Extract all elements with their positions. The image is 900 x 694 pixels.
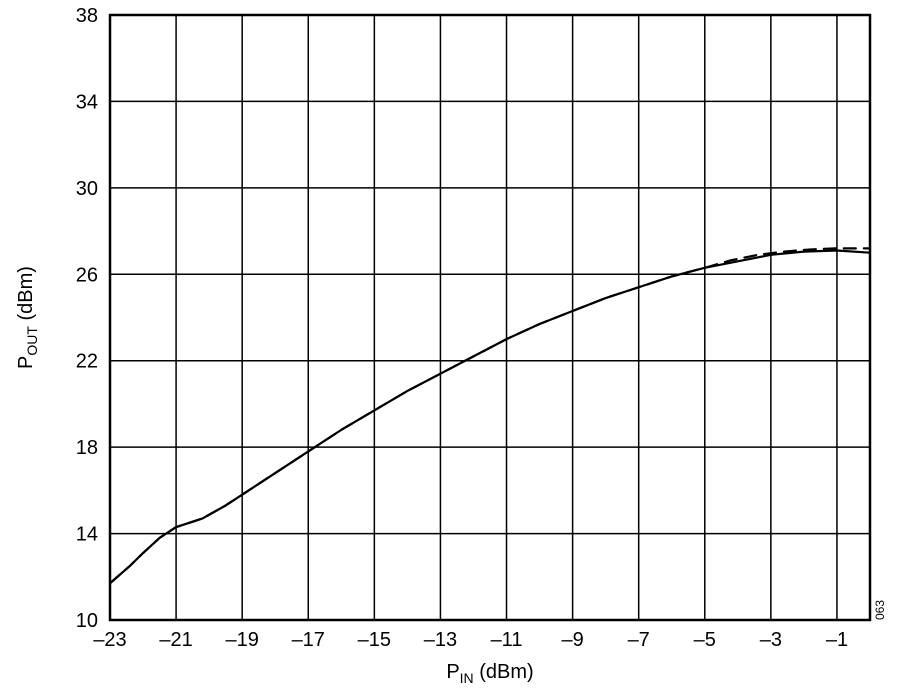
x-tick-label: –23 [93, 629, 126, 651]
x-tick-label: –11 [491, 629, 523, 651]
y-tick-label: 26 [76, 264, 98, 286]
x-tick-label: –5 [694, 629, 716, 651]
x-tick-label: –1 [826, 629, 848, 651]
y-tick-label: 22 [76, 351, 98, 373]
y-tick-label: 18 [76, 437, 98, 459]
y-tick-label: 10 [76, 610, 98, 632]
x-tick-label: –19 [225, 629, 258, 651]
x-tick-label: –15 [358, 629, 391, 651]
x-tick-label: –7 [628, 629, 650, 651]
x-tick-label: –21 [159, 629, 192, 651]
y-tick-label: 14 [76, 524, 98, 546]
x-axis-label: PIN (dBm) [446, 661, 533, 686]
y-tick-label: 38 [76, 5, 98, 27]
y-tick-label: 30 [76, 178, 98, 200]
x-tick-label: –3 [760, 629, 782, 651]
x-tick-label: –13 [424, 629, 457, 651]
figure-id: 063 [873, 600, 887, 620]
y-tick-label: 34 [76, 91, 98, 113]
x-tick-label: –9 [561, 629, 583, 651]
x-tick-label: –17 [292, 629, 325, 651]
